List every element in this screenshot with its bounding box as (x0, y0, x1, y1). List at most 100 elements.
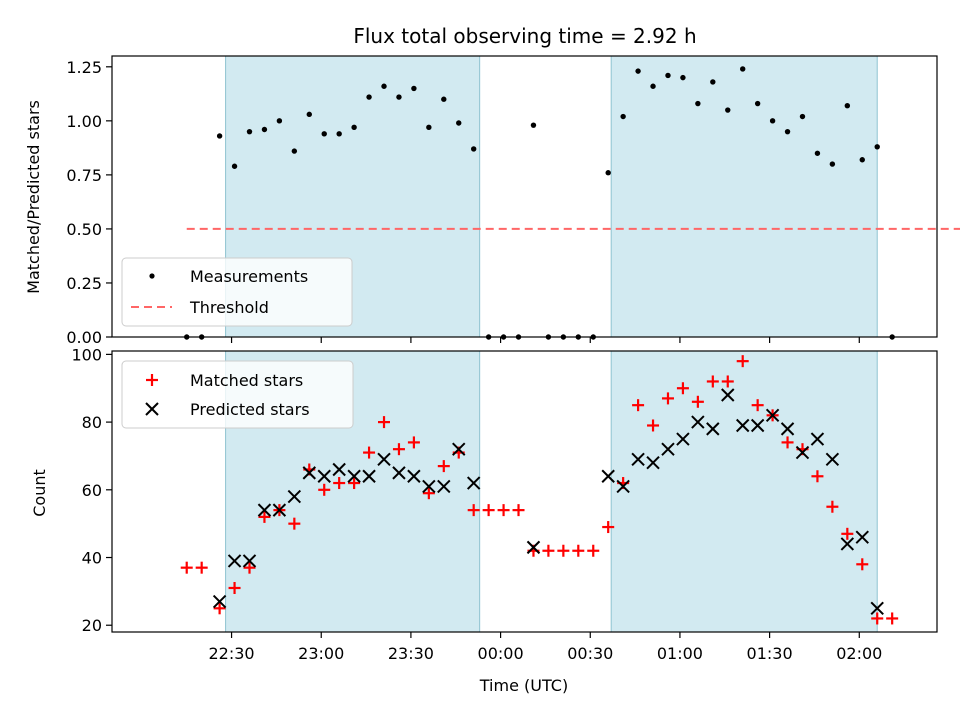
measurement-point (784, 128, 791, 135)
measurement-point (605, 170, 611, 176)
matched-star-point (856, 558, 869, 571)
predicted-star-point (706, 422, 720, 436)
matched-star-point (512, 504, 525, 517)
count-y-tick-label: 60 (82, 481, 102, 500)
predicted-star-point (362, 469, 376, 483)
predicted-star-point (780, 422, 795, 436)
predicted-star-point (750, 418, 765, 433)
measurement-point (874, 144, 880, 150)
ratio-y-ticks: 0.00 0.25 0.50 0.75 1.00 1.25 (66, 58, 112, 347)
measurement-point (725, 107, 731, 113)
predicted-star-point (735, 418, 750, 433)
count-y-tick-label: 80 (82, 413, 102, 432)
predicted-star-point (242, 554, 257, 568)
matched-star-point (587, 544, 600, 557)
measurement-point (635, 68, 641, 74)
measurement-point (336, 131, 342, 137)
measurement-point (246, 128, 253, 135)
legend-measurements-label: Measurements (190, 267, 308, 286)
matched-star-point (392, 443, 405, 456)
ratio-panel: 0.00 0.25 0.50 0.75 1.00 1.25 Matched/Predict… (24, 55, 960, 347)
measurement-point (291, 148, 298, 154)
matched-star-point (632, 399, 645, 412)
matched-star-point (437, 460, 450, 473)
measurement-point (829, 161, 836, 167)
chart-title: Flux total observing time = 2.92 h (353, 24, 696, 48)
measurement-point (665, 72, 671, 79)
predicted-star-point (855, 530, 869, 544)
observing-bands (225, 55, 878, 338)
matched-star-point (497, 504, 510, 517)
measurement-point (396, 94, 402, 100)
predicted-star-point (452, 442, 466, 456)
observing-band-2 (610, 350, 878, 633)
measurement-point (530, 122, 537, 128)
predicted-star-point (601, 469, 615, 483)
predicted-star-point (810, 432, 825, 446)
ratio-y-tick-label: 0.75 (66, 166, 102, 185)
count-panel-frame (111, 350, 938, 633)
predicted-star-point (227, 554, 242, 568)
count-x-tick-label: 23:30 (388, 644, 434, 663)
predicted-star-point (272, 503, 287, 517)
matched-star-point (871, 612, 884, 625)
measurement-point (441, 96, 447, 102)
count-x-tick-label: 00:30 (567, 644, 613, 663)
measurement-point (276, 118, 283, 124)
predicted-star-point (765, 408, 780, 423)
count-x-tick-label: 00:00 (478, 644, 524, 663)
legend-matched-marker (146, 374, 158, 386)
x-axis-label: Time (UTC) (479, 676, 568, 695)
matched-star-point (422, 487, 435, 500)
ratio-panel-frame (111, 55, 938, 338)
measurement-point (231, 163, 238, 169)
matched-star-point (467, 504, 480, 517)
measurement-point (740, 66, 746, 72)
matched-star-point (781, 436, 794, 449)
measurement-point (754, 100, 761, 107)
count-legend: Matched stars Predicted stars (121, 360, 354, 429)
predicted-star-point (721, 388, 735, 402)
measurement-point (306, 111, 312, 118)
count-panel: 20 40 60 80 100 22:30 23:00 23:30 00:00 00:30 01:… (30, 345, 938, 695)
observing-band-2 (610, 55, 878, 338)
matched-star-point (482, 504, 495, 517)
predicted-star-point (676, 432, 690, 446)
matched-star-point (318, 483, 331, 496)
matched-star-point (333, 477, 346, 490)
matched-star-point (841, 527, 854, 540)
measurement-point (650, 83, 656, 89)
ratio-y-tick-label: 1.00 (66, 112, 102, 131)
count-y-tick-label: 20 (82, 616, 102, 635)
measurement-point (366, 94, 372, 100)
count-y-tick-label: 40 (82, 549, 102, 568)
predicted-star-point (212, 594, 227, 609)
predicted-star-point (407, 469, 421, 483)
measurement-point (426, 124, 432, 131)
predicted-star-points (212, 388, 884, 616)
predicted-star-point (691, 415, 705, 429)
matched-star-point (542, 544, 555, 557)
predicted-star-point (302, 466, 316, 480)
matched-star-point (243, 561, 256, 574)
matched-star-point (736, 355, 749, 368)
predicted-star-point (616, 479, 630, 494)
predicted-star-point (870, 601, 884, 616)
predicted-star-point (422, 479, 436, 494)
count-x-ticks: 22:30 23:00 23:30 00:00 00:30 01:00 01:30 02:00 (209, 632, 882, 663)
legend-threshold-label: Threshold (189, 298, 269, 317)
measurement-point (470, 146, 477, 152)
measurement-point (844, 103, 851, 109)
matched-star-point (647, 419, 660, 432)
measurement-point (321, 131, 327, 137)
measurement-point (381, 83, 387, 89)
ratio-legend: Measurements Threshold (121, 257, 353, 327)
matched-star-point (213, 602, 226, 615)
matched-star-point (691, 395, 704, 408)
matched-star-point (706, 375, 719, 388)
matched-star-point (228, 581, 241, 594)
measurement-point (680, 74, 686, 81)
measurement-point (769, 118, 776, 124)
measurement-point (456, 120, 462, 126)
